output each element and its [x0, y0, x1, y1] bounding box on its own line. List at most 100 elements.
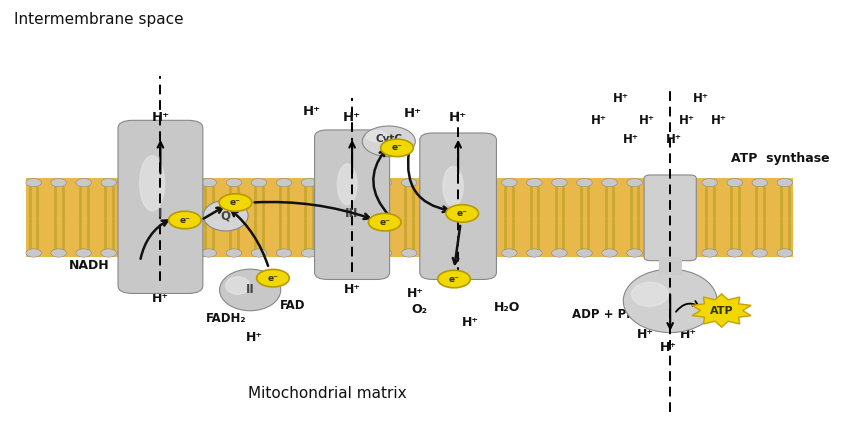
Circle shape — [451, 179, 467, 187]
Ellipse shape — [204, 200, 248, 231]
Circle shape — [451, 249, 467, 257]
Circle shape — [652, 179, 667, 187]
Circle shape — [51, 179, 66, 187]
Circle shape — [276, 179, 292, 187]
Text: e⁻: e⁻ — [379, 218, 390, 227]
Circle shape — [627, 179, 642, 187]
Circle shape — [477, 249, 492, 257]
Text: NADH: NADH — [70, 259, 110, 271]
Circle shape — [401, 249, 417, 257]
Circle shape — [101, 249, 116, 257]
FancyBboxPatch shape — [315, 130, 389, 279]
Circle shape — [126, 179, 142, 187]
Circle shape — [301, 249, 317, 257]
Text: ATP: ATP — [710, 305, 734, 315]
Circle shape — [752, 249, 767, 257]
Circle shape — [176, 249, 192, 257]
Circle shape — [702, 179, 717, 187]
Circle shape — [727, 249, 743, 257]
Bar — [659, 257, 682, 275]
Text: H⁺: H⁺ — [590, 114, 606, 127]
Text: IV: IV — [451, 207, 466, 220]
Circle shape — [552, 249, 567, 257]
Circle shape — [401, 179, 417, 187]
Polygon shape — [692, 294, 751, 327]
Text: ADP + Pi: ADP + Pi — [572, 308, 630, 320]
Circle shape — [251, 179, 267, 187]
Text: ATP  synthase: ATP synthase — [731, 152, 830, 165]
Circle shape — [326, 179, 342, 187]
Text: e⁻: e⁻ — [392, 143, 403, 152]
Circle shape — [446, 205, 478, 222]
Circle shape — [151, 179, 166, 187]
Circle shape — [351, 179, 367, 187]
Text: NAD⁺: NAD⁺ — [169, 264, 201, 277]
Text: H⁺: H⁺ — [711, 114, 727, 127]
Ellipse shape — [632, 282, 668, 306]
Text: e⁻: e⁻ — [457, 209, 467, 218]
Circle shape — [226, 179, 242, 187]
Text: H⁺: H⁺ — [407, 287, 424, 300]
Circle shape — [677, 249, 692, 257]
Text: H⁺: H⁺ — [152, 111, 170, 124]
Circle shape — [627, 249, 642, 257]
Text: H⁺: H⁺ — [613, 92, 629, 105]
Circle shape — [777, 179, 793, 187]
Circle shape — [577, 249, 592, 257]
Circle shape — [219, 194, 252, 211]
Circle shape — [702, 249, 717, 257]
Circle shape — [477, 179, 492, 187]
Text: e⁻: e⁻ — [180, 216, 190, 224]
Circle shape — [25, 249, 42, 257]
Text: I: I — [159, 207, 163, 220]
Text: H⁺: H⁺ — [152, 292, 169, 305]
Text: H⁺: H⁺ — [302, 105, 321, 118]
Bar — [25, 179, 793, 257]
Circle shape — [169, 211, 201, 229]
Circle shape — [677, 179, 692, 187]
Circle shape — [76, 179, 92, 187]
FancyBboxPatch shape — [420, 133, 496, 279]
Text: H⁺: H⁺ — [343, 111, 361, 124]
Text: FADH₂: FADH₂ — [205, 312, 246, 325]
Text: CytC: CytC — [376, 134, 402, 144]
Text: Mitochondrial matrix: Mitochondrial matrix — [248, 386, 407, 401]
Text: e⁻: e⁻ — [230, 198, 241, 207]
Ellipse shape — [366, 131, 387, 142]
Ellipse shape — [362, 126, 416, 157]
Circle shape — [326, 249, 342, 257]
Circle shape — [76, 249, 92, 257]
Circle shape — [602, 249, 617, 257]
Circle shape — [527, 179, 542, 187]
Circle shape — [727, 179, 743, 187]
Circle shape — [652, 249, 667, 257]
Text: H⁺: H⁺ — [449, 111, 467, 124]
Circle shape — [276, 249, 292, 257]
Text: H⁺: H⁺ — [639, 114, 656, 127]
Circle shape — [101, 179, 116, 187]
Ellipse shape — [443, 166, 463, 206]
Circle shape — [251, 249, 267, 257]
Circle shape — [577, 179, 592, 187]
Circle shape — [427, 249, 442, 257]
Circle shape — [377, 249, 392, 257]
Text: O₂: O₂ — [411, 303, 427, 316]
Circle shape — [381, 139, 413, 157]
Circle shape — [368, 213, 401, 231]
Ellipse shape — [140, 156, 165, 211]
FancyBboxPatch shape — [644, 175, 696, 260]
Text: H⁺: H⁺ — [679, 328, 696, 341]
Text: H⁺: H⁺ — [404, 107, 422, 120]
Circle shape — [377, 179, 392, 187]
Text: H⁺: H⁺ — [343, 283, 360, 297]
Text: H₂O: H₂O — [494, 301, 521, 314]
Circle shape — [126, 249, 142, 257]
Circle shape — [25, 179, 42, 187]
Circle shape — [427, 179, 442, 187]
Circle shape — [502, 249, 517, 257]
Text: H⁺: H⁺ — [660, 341, 677, 354]
Circle shape — [351, 249, 367, 257]
Circle shape — [226, 249, 242, 257]
Circle shape — [151, 249, 166, 257]
Circle shape — [176, 179, 192, 187]
